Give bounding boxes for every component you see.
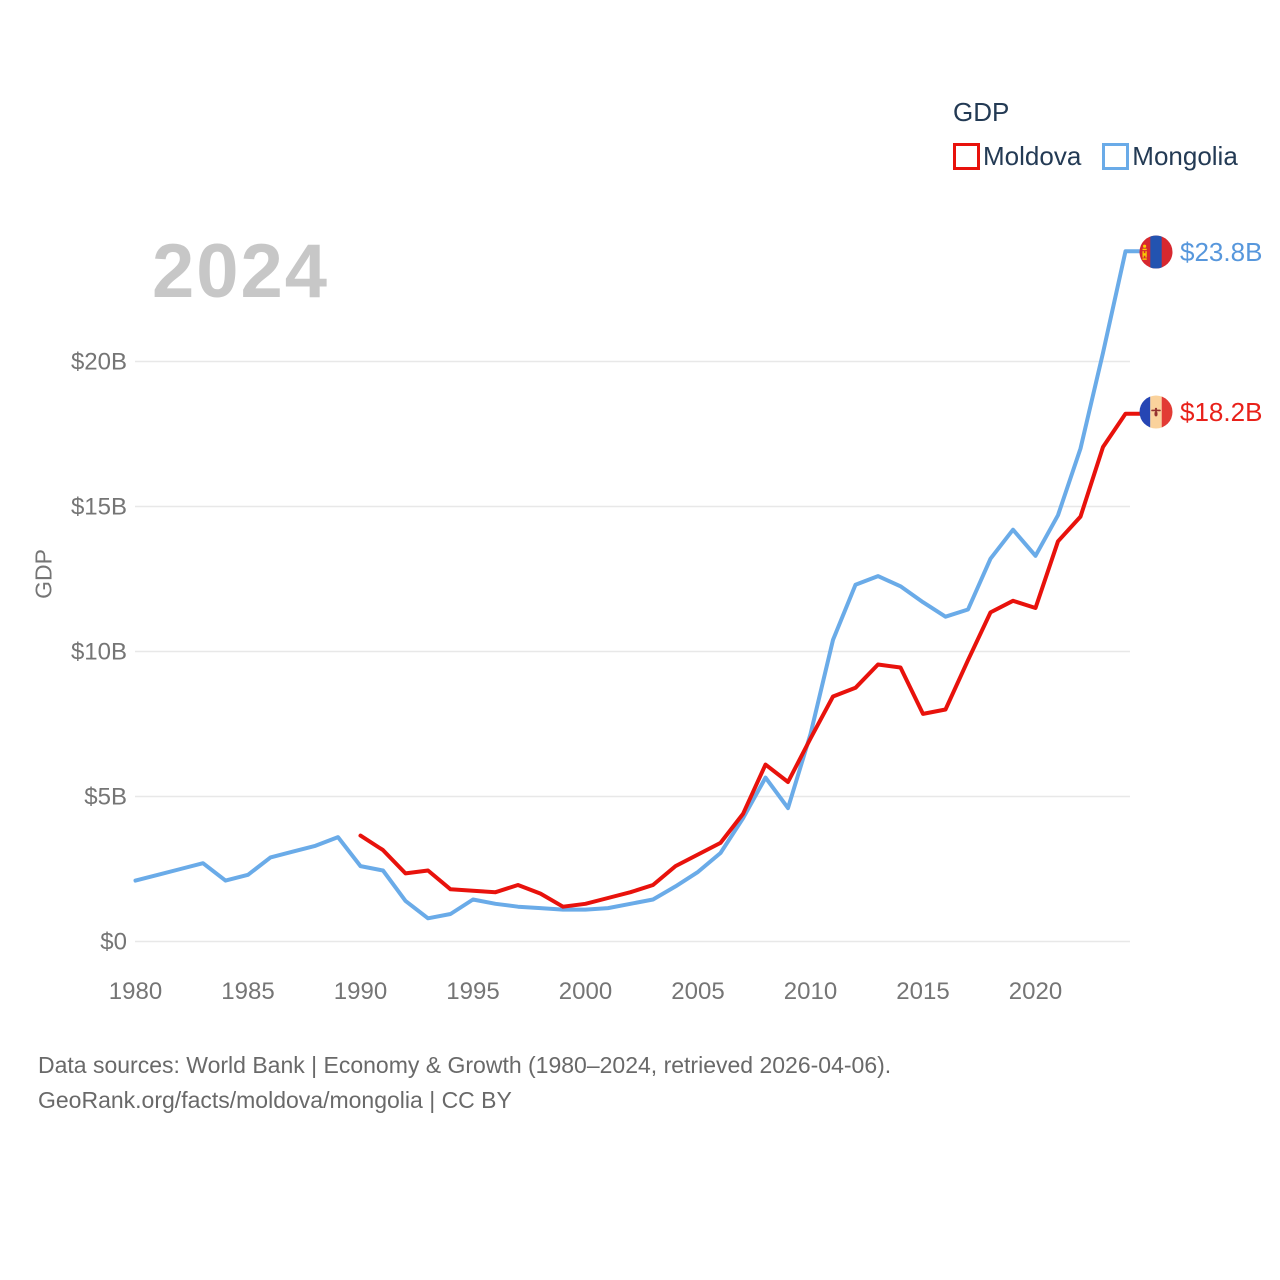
x-tick-label: 1995 [446,978,499,1005]
x-tick-label: 1985 [221,978,274,1005]
footer-data-sources: Data sources: World Bank | Economy & Gro… [38,1052,892,1078]
series-line-moldova[interactable] [358,411,1142,909]
legend-label-moldova: Moldova [983,141,1082,171]
series-line-mongolia[interactable] [133,249,1142,921]
y-tick-label: $5B [84,784,127,811]
legend-title: GDP [953,97,1010,127]
y-tick-label: $15B [71,494,127,521]
y-tick-label: $20B [71,349,127,376]
moldova-end-value: $18.2B [1180,396,1263,427]
x-tick-label: 2020 [1009,978,1062,1005]
legend-row: Moldova Mongolia [953,141,1238,172]
y-tick-label: $0 [100,929,127,956]
x-tick-label: 1990 [334,978,387,1005]
mongolia-series-checkbox-icon[interactable] [1102,143,1130,170]
moldova-series-checkbox-icon[interactable] [953,143,980,170]
mongolia-end-value: $23.8B [1180,236,1263,267]
legend: GDP Moldova Mongolia [953,97,1238,172]
legend-item-mongolia[interactable]: Mongolia [1102,141,1238,172]
x-tick-label: 2005 [671,978,724,1005]
mongolia-flag-icon [1139,235,1173,269]
x-tick-label: 2015 [896,978,949,1005]
x-tick-label: 2010 [784,978,837,1005]
x-tick-label: 1980 [109,978,162,1005]
y-tick-label: $10B [71,639,127,666]
footer-attribution: Data sources: World Bank | Economy & Gro… [38,1048,891,1118]
moldova-flag-icon [1139,395,1173,429]
x-tick-label: 2000 [559,978,612,1005]
end-label-mongolia: $23.8B [1139,235,1262,269]
end-label-moldova: $18.2B [1139,395,1262,429]
legend-item-moldova[interactable]: Moldova [953,141,1081,172]
footer-link-line: GeoRank.org/facts/moldova/mongolia | CC … [38,1087,512,1113]
legend-label-mongolia: Mongolia [1132,141,1238,171]
watermark-year: 2024 [152,229,330,314]
